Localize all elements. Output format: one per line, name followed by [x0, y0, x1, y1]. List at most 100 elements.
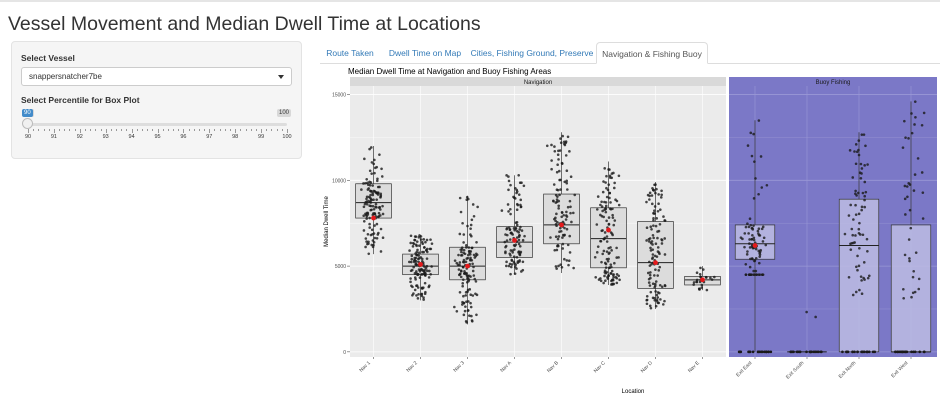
data-point	[369, 201, 373, 204]
mean-point	[752, 243, 758, 248]
data-point	[911, 275, 915, 279]
data-point	[423, 292, 427, 295]
data-point	[556, 220, 559, 224]
data-point	[408, 260, 411, 264]
data-point	[858, 171, 862, 174]
chevron-down-icon[interactable]	[278, 75, 284, 79]
slider-ticks: 90 91 92 93 94 95 96 97 98 99 100	[12, 129, 301, 149]
data-point	[858, 233, 862, 236]
data-point	[566, 188, 569, 191]
data-point	[896, 350, 899, 354]
percentile-slider-handle[interactable]	[22, 118, 33, 129]
data-point	[409, 277, 412, 280]
data-point	[569, 205, 572, 209]
data-point	[655, 298, 659, 302]
data-point	[521, 238, 525, 242]
data-point	[519, 225, 522, 229]
data-point	[458, 263, 461, 267]
data-point	[464, 291, 468, 294]
data-point	[458, 290, 462, 294]
slider-minor-tick	[121, 129, 123, 131]
data-point	[372, 189, 376, 193]
data-point	[604, 181, 607, 184]
data-point	[760, 227, 764, 231]
data-point	[458, 232, 462, 236]
data-point	[653, 209, 656, 213]
y-tick-label: 5000	[335, 264, 346, 270]
slider-minor-tick	[38, 129, 40, 131]
tab-route-taken[interactable]: Route Taken	[326, 48, 374, 58]
data-point	[755, 273, 759, 276]
data-point	[759, 350, 763, 354]
mean-point	[559, 222, 564, 228]
data-point	[746, 250, 749, 253]
data-point	[520, 229, 524, 232]
data-point	[362, 229, 366, 232]
data-point	[372, 207, 376, 211]
data-point	[462, 258, 466, 262]
data-point	[371, 193, 375, 197]
data-point	[416, 248, 419, 252]
data-point	[862, 261, 866, 264]
data-point	[841, 350, 844, 354]
x-tick-label: Nav A	[499, 360, 513, 374]
data-point	[692, 283, 695, 286]
data-point	[652, 224, 655, 227]
data-point	[920, 171, 924, 174]
data-point	[375, 206, 378, 209]
data-point	[463, 309, 467, 313]
data-point	[370, 198, 373, 202]
data-point	[565, 179, 569, 183]
data-point	[854, 234, 857, 237]
data-point	[594, 276, 598, 279]
data-point	[656, 236, 659, 240]
tab-dwell-time-on-map[interactable]: Dwell Time on Map	[388, 48, 462, 58]
data-point	[370, 172, 373, 175]
data-point	[523, 234, 526, 238]
data-point	[516, 203, 520, 207]
data-point	[860, 279, 863, 282]
tab-navigation-fishing-buoy[interactable]: Navigation & Fishing Buoy	[596, 42, 708, 64]
data-point	[367, 252, 371, 256]
data-point	[617, 174, 621, 178]
data-point	[462, 233, 466, 236]
data-point	[420, 286, 424, 290]
data-point	[654, 242, 658, 246]
slider-minor-tick	[33, 129, 35, 131]
mean-point	[606, 227, 611, 233]
data-point	[656, 274, 659, 277]
vessel-select[interactable]: snappersnatcher7be	[21, 67, 292, 86]
data-point	[517, 231, 521, 234]
data-point	[645, 302, 649, 306]
data-point	[593, 255, 597, 259]
data-point	[617, 203, 621, 207]
data-point	[555, 170, 559, 174]
data-point	[370, 243, 374, 247]
slider-minor-tick	[230, 129, 232, 131]
data-point	[459, 254, 463, 257]
data-point	[863, 194, 867, 198]
percentile-slider-track[interactable]	[27, 123, 287, 126]
data-point	[819, 350, 823, 354]
data-point	[423, 265, 426, 268]
data-point	[565, 227, 569, 231]
slider-minor-tick	[214, 129, 216, 131]
data-point	[608, 251, 611, 255]
slider-minor-tick	[43, 129, 45, 131]
data-point	[601, 190, 605, 194]
data-point	[418, 244, 421, 247]
data-point	[866, 350, 869, 354]
data-point	[556, 244, 559, 248]
data-point	[894, 350, 897, 354]
data-point	[907, 238, 911, 241]
data-point	[425, 264, 429, 268]
data-point	[464, 319, 468, 323]
tab-cities-fishing-ground-preserve[interactable]: Cities, Fishing Ground, Preserve	[470, 48, 594, 58]
data-point	[565, 210, 568, 214]
data-point	[653, 284, 657, 288]
data-point	[595, 208, 599, 211]
app-title: Vessel Movement and Median Dwell Time at…	[8, 13, 481, 35]
data-point	[365, 240, 368, 243]
data-point	[752, 273, 755, 276]
data-point	[360, 188, 363, 191]
